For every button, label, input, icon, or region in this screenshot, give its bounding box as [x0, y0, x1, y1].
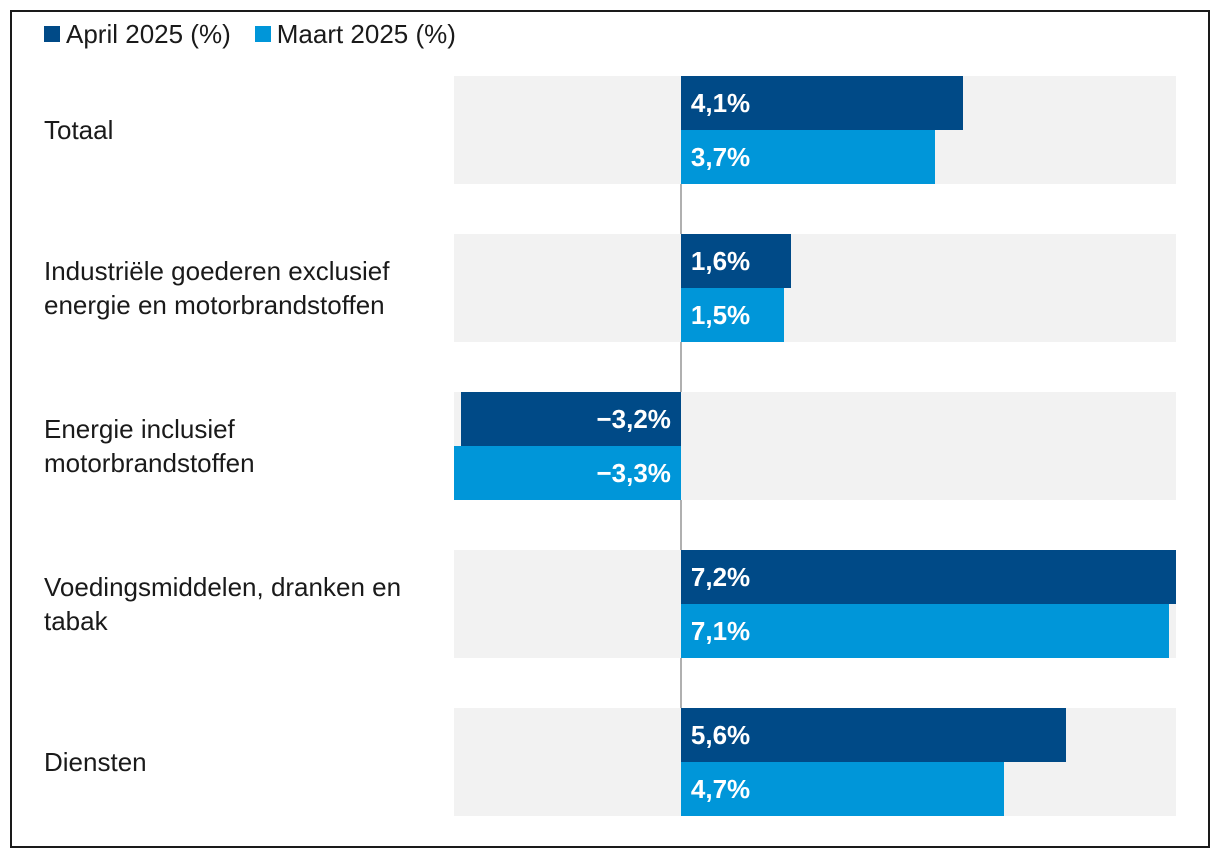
- category-label: Energie inclusief motorbrandstoffen: [44, 392, 444, 500]
- data-label: 7,2%: [691, 550, 750, 604]
- data-label: −3,3%: [596, 446, 670, 500]
- bar-april: [681, 550, 1176, 604]
- legend-swatch-maart: [255, 26, 271, 42]
- category-label: Diensten: [44, 708, 444, 816]
- data-label: 1,5%: [691, 288, 750, 342]
- legend-label-maart: Maart 2025 (%): [277, 19, 456, 50]
- bar-maart: [681, 604, 1169, 658]
- legend-swatch-april: [44, 26, 60, 42]
- data-label: −3,2%: [596, 392, 670, 446]
- legend-item-april: April 2025 (%): [44, 19, 231, 50]
- category-label: Industriële goederen exclusief energie e…: [44, 234, 444, 342]
- bar-track: [454, 234, 1176, 342]
- legend: April 2025 (%) Maart 2025 (%): [44, 16, 456, 52]
- data-label: 5,6%: [691, 708, 750, 762]
- chart-frame: April 2025 (%) Maart 2025 (%) Totaal 4,1%…: [0, 0, 1220, 860]
- data-label: 4,7%: [691, 762, 750, 816]
- category-label: Voedingsmiddelen, dranken en tabak: [44, 550, 444, 658]
- data-label: 4,1%: [691, 76, 750, 130]
- category-label: Totaal: [44, 76, 444, 184]
- legend-item-maart: Maart 2025 (%): [255, 19, 456, 50]
- data-label: 1,6%: [691, 234, 750, 288]
- data-label: 3,7%: [691, 130, 750, 184]
- data-label: 7,1%: [691, 604, 750, 658]
- legend-label-april: April 2025 (%): [66, 19, 231, 50]
